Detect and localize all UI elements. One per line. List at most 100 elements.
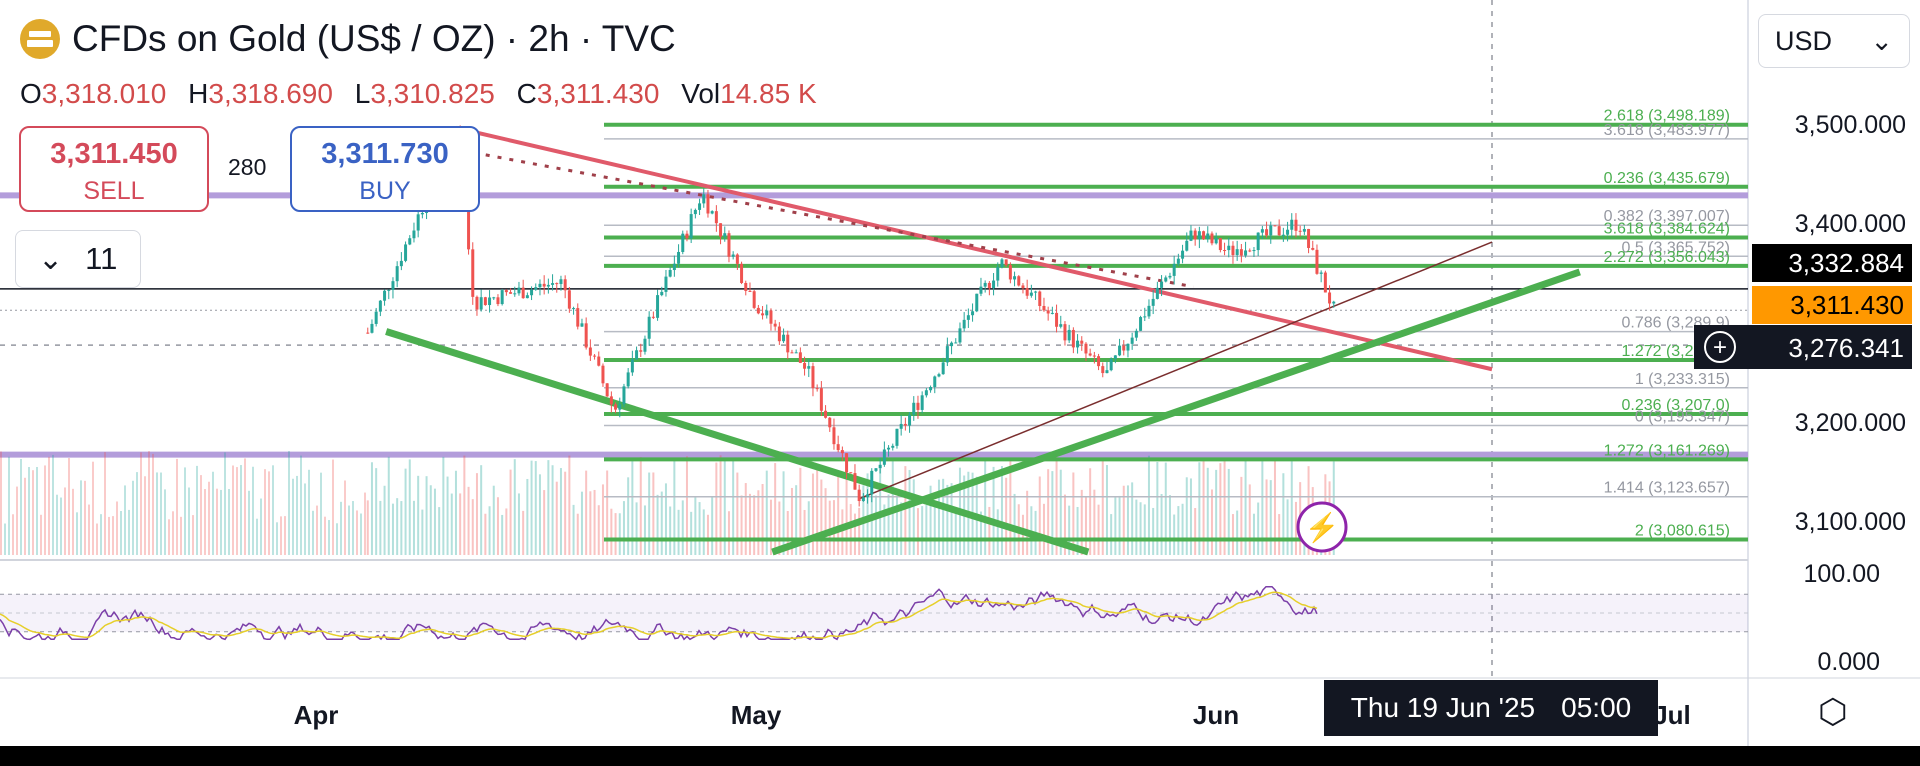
ohlc-legend: O3,318.010 H3,318.690 L3,310.825 C3,311.… [20, 78, 831, 110]
volume-bar [597, 505, 600, 555]
candle-body [1080, 340, 1084, 344]
volume-bar [996, 509, 999, 555]
volume-bar [883, 504, 886, 555]
candle-body [1155, 287, 1159, 299]
candle-body [1294, 219, 1298, 231]
close-key: C [516, 78, 537, 109]
volume-bar [288, 451, 290, 555]
crosshair-upper-price: 3,332.884 [1788, 248, 1904, 278]
indicators-toggle-button[interactable]: ⌄ 11 [15, 230, 141, 288]
volume-bar [614, 513, 617, 555]
volume-bar [984, 459, 987, 555]
candle-body [857, 489, 861, 502]
sell-button[interactable]: 3,311.450 SELL [19, 126, 209, 212]
buy-label: BUY [359, 177, 411, 205]
volume-bar [912, 479, 915, 555]
volume-bar [664, 483, 667, 555]
volume-bar [580, 491, 583, 555]
candle-body [882, 449, 886, 465]
volume-bar [669, 506, 672, 555]
volume-bar [128, 509, 130, 555]
candle-body [1269, 225, 1273, 236]
symbol-title[interactable]: CFDs on Gold (US$ / OZ) · 2h · TVC [72, 18, 676, 59]
volume-bar [220, 489, 222, 555]
settings-icon[interactable]: ⬡ [1818, 693, 1848, 731]
volume-bar [685, 456, 688, 555]
candle-body [488, 297, 492, 306]
candle-body [1260, 229, 1264, 233]
volume-bar [1042, 503, 1045, 555]
volume-bar [1156, 461, 1159, 555]
candle-body [828, 417, 832, 428]
volume-bar [312, 510, 314, 555]
symbol-header[interactable]: CFDs on Gold (US$ / OZ) · 2h · TVC [20, 18, 676, 60]
buy-button[interactable]: 3,311.730 BUY [290, 126, 480, 212]
candle-body [887, 447, 891, 450]
volume-bar [601, 484, 604, 555]
volume-bar [88, 504, 90, 555]
candle-body [500, 290, 504, 305]
candle-body [912, 402, 916, 415]
fib-level-label: 0.382 (3,397.007) [1604, 208, 1730, 225]
candle-body [635, 350, 639, 360]
volume-bar [988, 506, 991, 555]
candle-body [1235, 249, 1239, 256]
candle-body [513, 293, 517, 295]
volume-bar [1131, 482, 1134, 555]
volume-bar [979, 511, 982, 555]
candle-body [559, 279, 563, 285]
candle-body [1063, 324, 1067, 341]
candle-body [572, 308, 576, 310]
candle-body [920, 395, 924, 410]
time-axis-label: Jul [1653, 700, 1691, 730]
candle-body [937, 374, 941, 377]
volume-bar [799, 467, 802, 555]
candle-body [782, 334, 786, 342]
candle-body [1231, 245, 1235, 256]
volume-bar [795, 485, 798, 555]
candle-body [416, 214, 420, 231]
volume-bar [296, 475, 298, 555]
volume-bar [1160, 494, 1163, 555]
volume-bar [937, 479, 940, 555]
time-axis-label: Apr [294, 700, 339, 730]
chevron-down-icon: ⌄ [38, 242, 64, 276]
candle-body [664, 276, 668, 292]
candle-body [777, 326, 781, 342]
volume-bar [942, 478, 945, 555]
candle-body [626, 372, 630, 387]
candle-body [1214, 238, 1218, 244]
volume-bar [1000, 466, 1003, 555]
volume-bar [774, 463, 777, 555]
volume-bar [1143, 504, 1146, 555]
volume-bar [4, 523, 6, 555]
candle-body [1151, 298, 1155, 306]
candle-body [954, 342, 958, 344]
candle-body [958, 328, 962, 343]
last-price-label: 3,311.430 [1790, 290, 1904, 320]
currency-select[interactable]: USD ⌄ [1758, 14, 1910, 68]
trend-lines: ⚡ [385, 125, 1581, 556]
price-markers: 3,332.884 3,311.430 + 3,276.341 [1694, 244, 1912, 369]
volume-bar [1047, 469, 1050, 555]
volume-bar [1089, 468, 1092, 555]
candle-body [509, 292, 513, 294]
rsi-tick-100: 100.00 [1804, 560, 1880, 588]
volume-bar [702, 509, 705, 555]
candle-body [723, 233, 727, 237]
candle-body [714, 211, 718, 224]
volume-bar [757, 490, 760, 555]
volume-bar [1051, 471, 1054, 555]
volume-bar [417, 475, 420, 555]
candle-body [584, 323, 588, 348]
volume-bar [383, 485, 386, 555]
volume-bar [513, 459, 516, 555]
candle-body [1055, 312, 1059, 327]
candle-body [996, 267, 1000, 281]
candle-body [605, 383, 609, 397]
candle-body [983, 282, 987, 287]
candle-body [1034, 291, 1038, 293]
volume-bar [433, 488, 436, 555]
open-value: 3,318.010 [41, 78, 167, 109]
